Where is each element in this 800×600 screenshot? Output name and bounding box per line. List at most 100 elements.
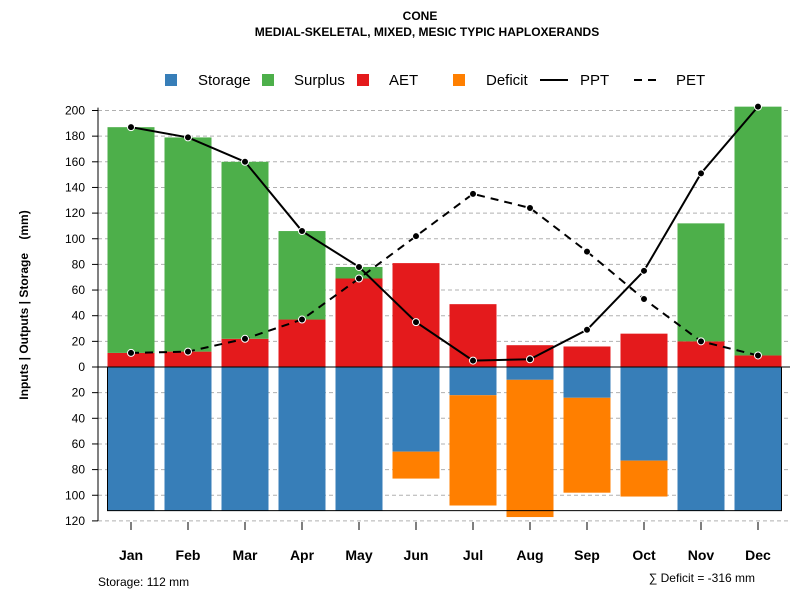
x-tick-label-jul: Jul [463,547,483,563]
pet-point-aug [526,203,534,212]
y-tick-label: 100 [65,232,85,246]
bar-aet-feb [164,351,212,367]
legend-swatch-surplus [262,74,274,86]
bar-surplus-mar [221,161,269,339]
y-tick-label: 120 [65,514,85,528]
pet-point-nov [697,337,705,346]
ppt-point-sep [583,325,591,334]
ppt-point-feb [184,133,192,142]
x-tick-label-jan: Jan [119,547,143,563]
bar-storage-aug [506,367,554,380]
legend-label-pet: PET [676,72,705,89]
ppt-point-may [355,262,363,271]
bar-storage-dec [734,367,782,511]
ppt-point-jul [469,356,477,365]
bar-storage-oct [620,367,668,461]
ppt-point-jan [127,123,135,132]
pet-point-jul [469,189,477,198]
ppt-point-dec [754,102,762,111]
ppt-point-oct [640,266,648,275]
bars [107,106,782,518]
x-tick-label-mar: Mar [233,547,258,563]
bar-aet-apr [278,319,326,367]
bar-storage-jun [392,367,440,452]
y-tick-label: 160 [65,155,85,169]
x-tick-label-may: May [345,547,372,563]
legend: Storage Surplus AET Deficit PPT PET [165,72,705,89]
pet-point-jun [412,232,420,241]
ppt-point-mar [241,157,249,166]
bar-surplus-nov [677,223,725,342]
bar-surplus-feb [164,137,212,352]
bar-aet-jan [107,352,155,367]
x-tick-label-oct: Oct [632,547,656,563]
ppt-point-aug [526,355,534,364]
y-tick-label: 0 [78,360,85,374]
pet-point-jan [127,348,135,357]
chart-subtitle: MEDIAL-SKELETAL, MIXED, MESIC TYPIC HAPL… [255,25,599,39]
bar-surplus-apr [278,231,326,320]
x-tick-label-apr: Apr [290,547,315,563]
y-tick-label: 80 [72,257,86,271]
legend-label-ppt: PPT [580,72,609,89]
bar-aet-oct [620,333,668,367]
x-tick-label-jun: Jun [404,547,429,563]
bar-aet-dec [734,355,782,367]
bar-storage-apr [278,367,326,511]
x-tick-label-nov: Nov [688,547,715,563]
bar-aet-sep [563,346,611,367]
y-tick-label: 200 [65,104,85,118]
bar-deficit-sep [563,397,611,493]
pet-point-feb [184,347,192,356]
lines [127,102,762,365]
y-tick-label: 40 [72,411,86,425]
ppt-point-jun [412,318,420,327]
y-tick-label: 120 [65,206,85,220]
y-tick-label: 180 [65,129,85,143]
bar-aet-may [335,278,383,367]
bar-storage-mar [221,367,269,511]
bar-storage-nov [677,367,725,511]
legend-label-storage: Storage [198,72,251,89]
ppt-point-nov [697,169,705,178]
bar-deficit-jul [449,395,497,506]
legend-swatch-storage [165,74,177,86]
pet-point-apr [298,315,306,324]
legend-swatch-aet [357,74,369,86]
bar-storage-sep [563,367,611,398]
bar-deficit-jun [392,451,440,479]
bar-deficit-oct [620,460,668,497]
legend-label-deficit: Deficit [486,72,529,89]
bar-aet-jul [449,304,497,367]
y-axis-label: Inputs | Outputs | Storage (mm) [17,210,31,399]
y-tick-label: 60 [72,283,86,297]
y-tick-label: 140 [65,180,85,194]
deficit-footer: ∑ Deficit = -316 mm [649,571,755,585]
pet-point-may [355,274,363,283]
y-tick-label: 100 [65,488,85,502]
legend-label-aet: AET [389,72,418,89]
bar-surplus-jan [107,127,155,353]
chart-title: CONE [403,9,438,23]
y-tick-label: 20 [72,334,86,348]
legend-label-surplus: Surplus [294,72,345,89]
legend-swatch-deficit [453,74,465,86]
bar-deficit-aug [506,379,554,518]
y-axis: 2001801601401201008060402002040608010012… [65,104,790,528]
bar-surplus-dec [734,106,782,356]
y-tick-label: 20 [72,386,86,400]
y-tick-label: 60 [72,437,86,451]
bar-storage-feb [164,367,212,511]
pet-point-dec [754,351,762,360]
ppt-line [130,106,759,362]
pet-point-oct [640,295,648,304]
bar-aet-mar [221,338,269,367]
bar-aet-jun [392,263,440,367]
ppt-point-apr [298,227,306,236]
bar-storage-jul [449,367,497,396]
pet-line [130,192,759,357]
pet-point-sep [583,247,591,256]
storage-footer: Storage: 112 mm [98,575,189,589]
bar-surplus-may [335,266,383,279]
x-axis: Jan Feb Mar Apr May Jun Jul Aug Sep Oct Nov Dec [119,522,771,563]
